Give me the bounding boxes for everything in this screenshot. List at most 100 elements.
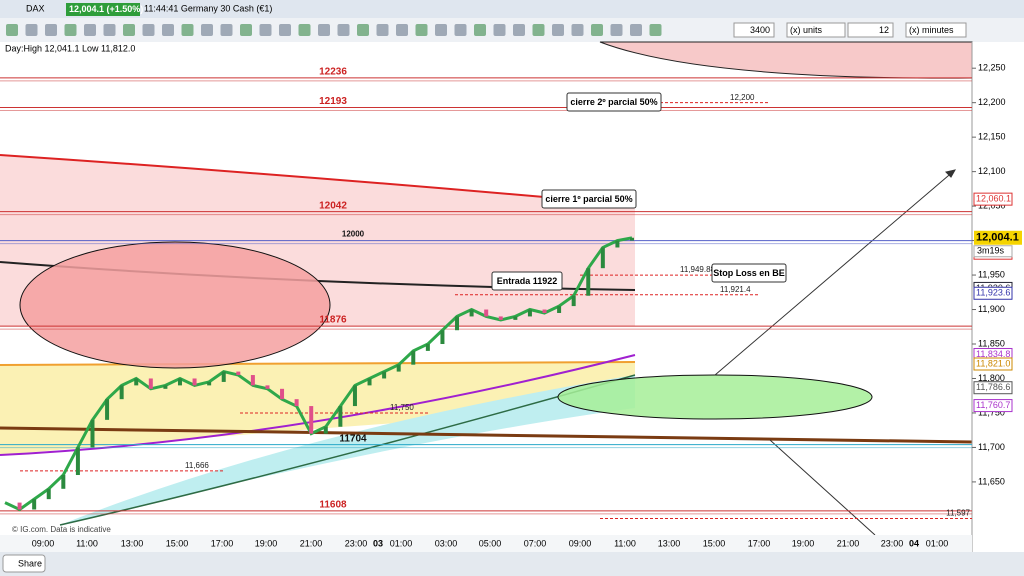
timer-box: [973, 245, 1013, 258]
x-tick-label: 15:00: [703, 538, 726, 548]
price-tag: [973, 399, 1013, 413]
toolbar-icon: [259, 24, 272, 36]
candle: [192, 378, 197, 386]
x-tick-label: 03:00: [435, 538, 458, 548]
units-select[interactable]: [786, 22, 846, 38]
toolbar-icon: [454, 24, 467, 36]
toolbar-icon: [318, 24, 330, 36]
x-tick-label: 07:00: [524, 538, 547, 548]
candle: [352, 385, 357, 407]
candle: [163, 385, 168, 389]
minutes-input[interactable]: [847, 22, 894, 38]
candle: [294, 399, 299, 407]
level-label: 11876: [319, 315, 347, 326]
units-value: 3400: [750, 25, 770, 35]
annotation-box: [711, 263, 787, 283]
candle: [367, 378, 372, 386]
x-tick-label: 19:00: [255, 538, 278, 548]
x-tick-label: 01:00: [390, 538, 413, 548]
toolbar-icon: [45, 24, 57, 36]
candle: [542, 309, 547, 313]
toolbar-icons: [6, 24, 662, 36]
order-label: 11,666: [185, 461, 209, 470]
toolbar-icon: [162, 24, 174, 36]
x-tick-label: 17:00: [748, 538, 771, 548]
price-tag-label: 12,060.1: [976, 194, 1011, 204]
y-tick-label: 11,950: [978, 269, 1005, 279]
price-tag-label: 11,923.6: [976, 288, 1010, 298]
timer-label: 3m19s: [977, 246, 1005, 256]
order-label: 11,921.4: [720, 285, 751, 294]
x-tick-label: 09:00: [569, 538, 592, 548]
current-price-label: 12,004.1: [976, 232, 1019, 244]
candle: [75, 447, 80, 476]
toolbar-icon: [142, 24, 155, 36]
toolbar-icon: [298, 24, 311, 36]
candle: [615, 240, 620, 248]
x-tick-label: 04: [909, 538, 919, 548]
price-tag: [973, 381, 1013, 395]
price-tag: [973, 192, 1013, 206]
share-label: Share: [18, 558, 42, 568]
units-input[interactable]: [733, 22, 775, 38]
order-label: 11,750: [390, 403, 414, 412]
red-average: [0, 154, 636, 206]
y-tick-label: 11,650: [978, 476, 1005, 486]
toolbar-icon: [357, 24, 369, 36]
level-label: 11608: [319, 500, 347, 511]
y-tick-label: 12,100: [978, 166, 1006, 176]
candle: [440, 330, 445, 345]
x-tick-label: 23:00: [345, 538, 368, 548]
green-average: [59, 374, 636, 526]
y-tick-label: 11,900: [978, 304, 1005, 314]
annotation-text: cierre 1º parcial 50%: [545, 194, 632, 204]
x-tick-label: 21:00: [300, 538, 323, 548]
toolbar-icon: [123, 24, 135, 36]
watermark: © IG.com. Data is indicative: [12, 525, 111, 534]
toolbar-icon: [552, 24, 564, 36]
x-tick-label: 13:00: [121, 538, 144, 548]
toolbar-icon: [337, 24, 350, 36]
projection-arrows: [714, 169, 956, 536]
candle: [46, 488, 51, 500]
y-tick-label: 12,250: [978, 63, 1006, 73]
price-tag-label: 11,760.7: [976, 400, 1010, 410]
toolbar-icon: [84, 24, 96, 36]
share-button[interactable]: [2, 554, 46, 573]
annotation-text: Entrada 11922: [497, 276, 558, 286]
candle: [309, 406, 314, 434]
x-tick-label: 03: [373, 538, 383, 548]
brown-trendline: [0, 426, 973, 444]
minutes-select[interactable]: [905, 22, 967, 38]
toolbar-icon: [532, 24, 545, 36]
toolbar-icon: [435, 24, 447, 36]
minutes-value: 12: [879, 25, 889, 35]
candle: [119, 385, 124, 400]
toolbar-icon: [220, 24, 233, 36]
toolbar-icon: [64, 24, 77, 36]
y-tick-label: 11,750: [978, 407, 1005, 417]
candle: [498, 316, 503, 320]
candle: [323, 426, 328, 434]
y-tick-label: 12,200: [978, 97, 1006, 107]
candle: [425, 344, 430, 351]
candle: [396, 364, 401, 372]
toolbar-icon: [201, 24, 213, 36]
candle: [90, 419, 95, 448]
cyan-band: [60, 375, 635, 525]
annotation-box: [541, 189, 637, 209]
toolbar-icon: [181, 24, 194, 36]
x-tick-label: 09:00: [32, 538, 55, 548]
order-label: 11,597: [946, 509, 970, 518]
candle: [236, 371, 241, 376]
title-bar: [0, 0, 1024, 18]
red-ellipse: [19, 241, 331, 369]
toolbar-icon: [6, 24, 18, 36]
x-tick-label: 19:00: [792, 538, 815, 548]
toolbar-icon: [630, 24, 642, 36]
price-tag-label: 11,821.0: [976, 358, 1010, 368]
level-label: 11704: [339, 433, 367, 444]
toolbar-icon: [649, 24, 662, 36]
annotation-text: Stop Loss en BE: [713, 268, 785, 278]
